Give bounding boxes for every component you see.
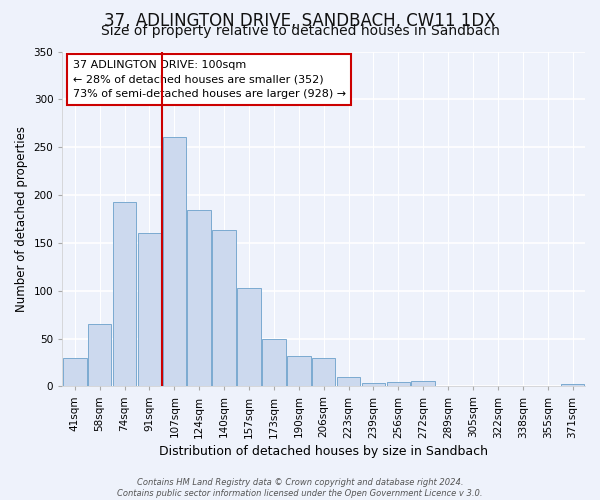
Text: 37, ADLINGTON DRIVE, SANDBACH, CW11 1DX: 37, ADLINGTON DRIVE, SANDBACH, CW11 1DX bbox=[104, 12, 496, 30]
Bar bbox=[113, 202, 136, 386]
Bar bbox=[88, 324, 112, 386]
Bar bbox=[212, 230, 236, 386]
Bar bbox=[137, 234, 161, 386]
Text: 37 ADLINGTON DRIVE: 100sqm
← 28% of detached houses are smaller (352)
73% of sem: 37 ADLINGTON DRIVE: 100sqm ← 28% of deta… bbox=[73, 60, 346, 100]
Text: Contains HM Land Registry data © Crown copyright and database right 2024.
Contai: Contains HM Land Registry data © Crown c… bbox=[117, 478, 483, 498]
Bar bbox=[237, 288, 261, 386]
Text: Size of property relative to detached houses in Sandbach: Size of property relative to detached ho… bbox=[101, 24, 499, 38]
Bar bbox=[337, 377, 361, 386]
Bar bbox=[386, 382, 410, 386]
Bar bbox=[187, 210, 211, 386]
Bar bbox=[63, 358, 86, 386]
Y-axis label: Number of detached properties: Number of detached properties bbox=[15, 126, 28, 312]
Bar bbox=[561, 384, 584, 386]
Bar bbox=[312, 358, 335, 386]
Bar bbox=[412, 380, 435, 386]
Bar bbox=[163, 136, 186, 386]
Bar bbox=[262, 338, 286, 386]
Bar bbox=[362, 382, 385, 386]
X-axis label: Distribution of detached houses by size in Sandbach: Distribution of detached houses by size … bbox=[159, 444, 488, 458]
Bar bbox=[287, 356, 311, 386]
